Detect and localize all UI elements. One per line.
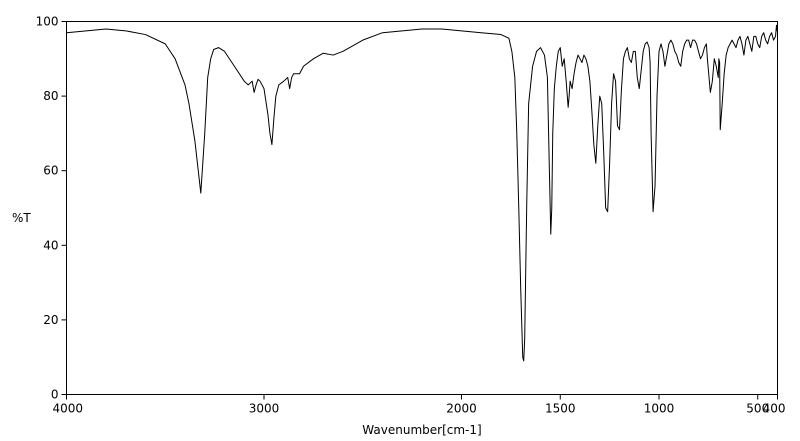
y-tick-label: 20 <box>43 313 58 327</box>
y-axis-label: %T <box>12 211 31 225</box>
y-tick-label: 100 <box>36 15 59 29</box>
x-tick-label: 2000 <box>446 402 477 416</box>
x-tick-label: 3000 <box>249 402 280 416</box>
plot-frame <box>66 21 778 395</box>
y-axis: 0 20 40 60 80 100 <box>36 15 67 402</box>
x-tick-label: 1500 <box>545 402 576 416</box>
x-tick-label: 1000 <box>644 402 675 416</box>
x-tick-label: 400 <box>763 402 786 416</box>
spectrum-line <box>66 24 778 362</box>
x-axis-label: Wavenumber[cm-1] <box>362 423 481 437</box>
x-tick-label: 500 <box>746 402 769 416</box>
y-tick-label: 60 <box>43 164 58 178</box>
y-tick-label: 80 <box>43 89 58 103</box>
y-tick-label: 0 <box>51 388 59 402</box>
y-tick-label: 40 <box>43 238 58 252</box>
x-tick-label: 4000 <box>53 402 84 416</box>
